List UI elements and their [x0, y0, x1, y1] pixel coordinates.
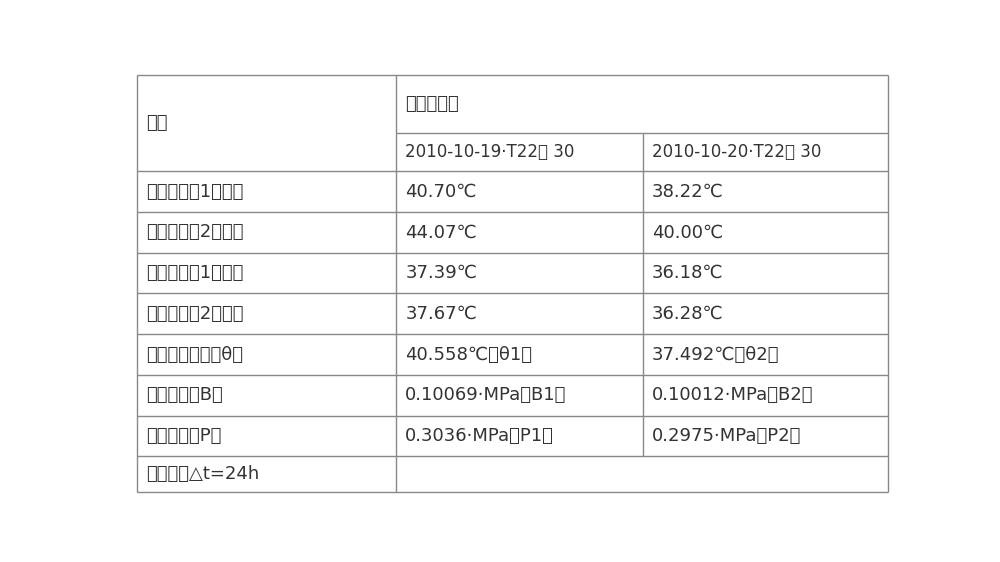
Text: 0.3036·MPa（P1）: 0.3036·MPa（P1） [405, 427, 554, 445]
Text: 机内平均温度（θ）: 机内平均温度（θ） [146, 346, 243, 364]
Text: 37.492℃（θ2）: 37.492℃（θ2） [652, 346, 779, 364]
Text: 40.00℃: 40.00℃ [652, 224, 723, 242]
Text: 2010-10-20·T22： 30: 2010-10-20·T22： 30 [652, 143, 821, 161]
Text: 2010-10-19·T22： 30: 2010-10-19·T22： 30 [405, 143, 575, 161]
Text: 38.22℃: 38.22℃ [652, 183, 724, 201]
Text: 机内热氢（1）温度: 机内热氢（1）温度 [146, 183, 243, 201]
Text: 37.39℃: 37.39℃ [405, 264, 477, 282]
Text: 机内冷氢（2）温度: 机内冷氢（2）温度 [146, 305, 243, 323]
Text: 37.67℃: 37.67℃ [405, 305, 477, 323]
Text: 0.10069·MPa（B1）: 0.10069·MPa（B1） [405, 386, 567, 404]
Text: 36.18℃: 36.18℃ [652, 264, 723, 282]
Text: 40.558℃（θ1）: 40.558℃（θ1） [405, 346, 532, 364]
Text: 机内冷氢（1）温度: 机内冷氢（1）温度 [146, 264, 243, 282]
Text: 测点: 测点 [146, 114, 167, 132]
Text: 试验时间△t=24h: 试验时间△t=24h [146, 465, 259, 483]
Text: 温度或压力: 温度或压力 [405, 95, 459, 113]
Text: 机内压力（P）: 机内压力（P） [146, 427, 221, 445]
Text: 机内热氢（2）温度: 机内热氢（2）温度 [146, 224, 243, 242]
Text: 36.28℃: 36.28℃ [652, 305, 724, 323]
Text: 0.10012·MPa（B2）: 0.10012·MPa（B2） [652, 386, 813, 404]
Text: 40.70℃: 40.70℃ [405, 183, 477, 201]
Text: 0.2975·MPa（P2）: 0.2975·MPa（P2） [652, 427, 801, 445]
Text: 44.07℃: 44.07℃ [405, 224, 477, 242]
Text: 大气压力（B）: 大气压力（B） [146, 386, 223, 404]
